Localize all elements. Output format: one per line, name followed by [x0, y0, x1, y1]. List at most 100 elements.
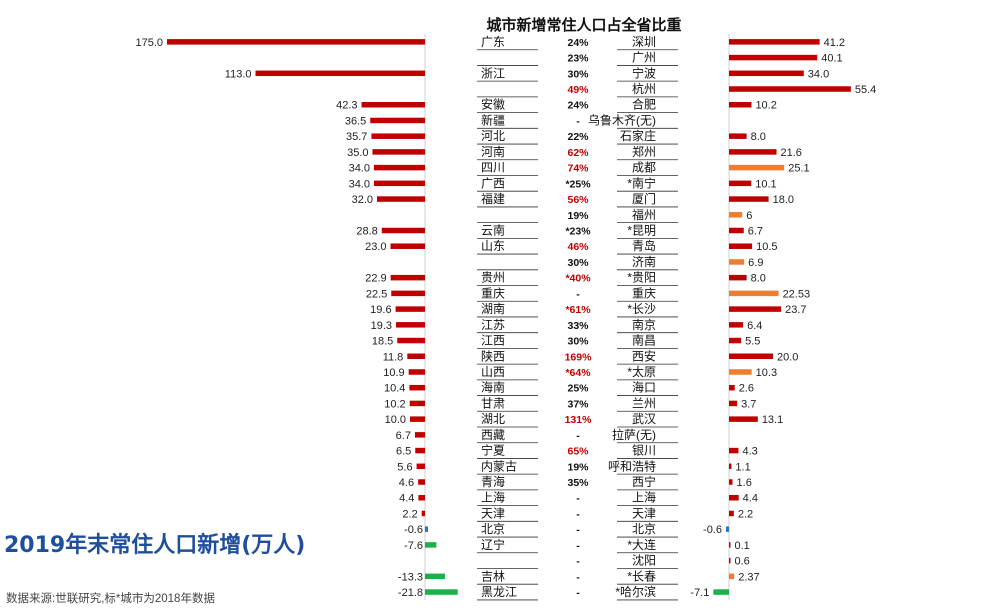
province-label: 福建 [481, 191, 505, 206]
city-value-label: 2.2 [738, 508, 753, 520]
province-bar [374, 164, 425, 171]
city-value-label: 1.1 [735, 461, 750, 473]
source-note: 数据来源:世联研究,标*城市为2018年数据 [6, 593, 215, 605]
city-value-label: 8.0 [751, 273, 766, 285]
city-value-label: 10.5 [756, 241, 777, 253]
city-value-label: 5.5 [745, 336, 760, 348]
province-label: 北京 [481, 522, 505, 536]
city-value-label: 20.0 [777, 351, 798, 363]
province-value-label: 22.5 [366, 288, 387, 300]
province-value-label: 113.0 [225, 68, 252, 80]
province-value-label: 28.8 [356, 226, 377, 238]
share-label: 30% [567, 68, 589, 80]
city-bar [713, 589, 729, 595]
share-label: - [576, 587, 580, 599]
province-bar [409, 384, 425, 391]
city-value-label: 10.1 [755, 178, 776, 190]
city-bar [729, 542, 731, 548]
province-bar [425, 573, 445, 580]
city-label: 深圳 [632, 35, 656, 49]
province-label: 上海 [481, 490, 505, 505]
city-bar [729, 384, 735, 391]
province-value-label: 35.7 [346, 131, 367, 143]
share-label: 131% [565, 414, 593, 426]
province-bar [418, 479, 425, 485]
province-bar [255, 70, 425, 77]
province-label: 天津 [481, 506, 505, 520]
city-bars: 41.2 40.1 34.0 55.4 10.2 8.0 21.6 25.1 10.1 18.0 6… [690, 37, 876, 599]
province-bar [361, 101, 425, 108]
province-bar [416, 463, 425, 470]
province-value-label: 18.5 [372, 336, 393, 348]
city-bar [726, 526, 729, 532]
city-label: *大连 [627, 537, 656, 552]
city-value-label: 8.0 [751, 131, 766, 143]
province-bar [374, 180, 425, 187]
city-label: 天津 [632, 506, 656, 520]
province-bar [381, 227, 425, 234]
city-value-label: 41.2 [824, 37, 845, 49]
province-value-label: 34.0 [349, 178, 370, 190]
province-value-label: 22.9 [365, 273, 386, 285]
city-value-label: 6 [746, 210, 752, 222]
province-label: 新疆 [481, 112, 505, 127]
city-value-label: 40.1 [821, 53, 842, 65]
share-label: 22% [567, 131, 589, 143]
city-bar [729, 337, 742, 344]
province-label: 云南 [481, 223, 505, 238]
city-label: 济南 [632, 254, 656, 269]
province-value-label: 10.0 [385, 414, 406, 426]
province-label: 内蒙古 [481, 458, 517, 473]
city-value-label: 0.1 [735, 540, 750, 552]
share-label: 30% [567, 336, 589, 348]
city-label: *南宁 [627, 175, 656, 190]
share-label: 19% [567, 461, 589, 473]
city-bar [729, 243, 753, 249]
city-value-label: 13.1 [762, 414, 783, 426]
province-label: 湖南 [481, 301, 505, 316]
province-label: 甘肃 [481, 396, 505, 410]
share-label: 24% [567, 37, 589, 49]
province-bar [377, 196, 425, 202]
share-label: 74% [567, 163, 589, 175]
province-label: 安徽 [481, 97, 505, 112]
province-label: 宁夏 [481, 443, 505, 458]
province-label: 黑龙江 [481, 585, 517, 599]
city-label: 北京 [632, 522, 656, 536]
city-bar [729, 196, 769, 202]
city-value-label: 18.0 [773, 194, 794, 206]
city-value-label: 6.7 [748, 226, 763, 238]
province-label: 青海 [481, 474, 505, 489]
city-value-label: 1.6 [737, 477, 752, 489]
share-label: 23% [567, 53, 589, 65]
province-label: 吉林 [481, 569, 505, 583]
city-bar [729, 290, 779, 297]
province-value-label: 42.3 [336, 100, 357, 112]
share-label: - [576, 493, 580, 505]
share-label: 46% [567, 241, 589, 253]
province-label: 贵州 [481, 271, 505, 285]
city-value-label: 3.7 [741, 398, 756, 410]
province-label: 广东 [481, 35, 505, 49]
province-bar [408, 369, 425, 375]
share-label: 56% [567, 194, 589, 206]
share-label: - [576, 571, 580, 583]
province-bar [167, 39, 425, 45]
city-value-label: -7.1 [690, 587, 709, 599]
province-label: 海南 [481, 380, 505, 395]
city-label: *哈尔滨 [615, 584, 656, 599]
city-value-label: 23.7 [785, 304, 806, 316]
province-label: 江西 [481, 334, 505, 348]
province-bar [425, 589, 458, 595]
city-value-label: 2.6 [739, 383, 754, 395]
province-bar [397, 337, 425, 344]
city-value-label: 55.4 [855, 84, 876, 96]
share-label: 49% [567, 84, 589, 96]
city-bar [729, 133, 747, 139]
city-bar [729, 164, 785, 171]
province-value-label: 5.6 [397, 461, 412, 473]
city-label: 南京 [632, 317, 656, 332]
city-label: 郑州 [632, 144, 656, 159]
